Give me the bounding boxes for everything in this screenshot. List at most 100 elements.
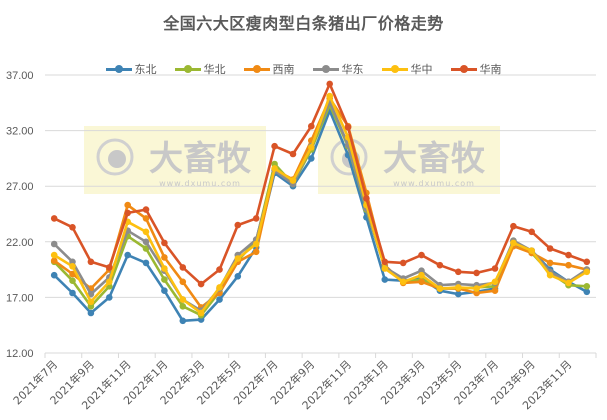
- data-point: [234, 221, 242, 229]
- data-point: [528, 228, 535, 236]
- data-point: [50, 240, 58, 248]
- legend-marker-icon: [312, 64, 339, 73]
- svg-text:大畜牧: 大畜牧: [383, 139, 486, 179]
- legend-item-华东[interactable]: 华东: [312, 61, 364, 77]
- data-point: [491, 265, 499, 272]
- data-point: [106, 278, 113, 286]
- data-point: [565, 251, 572, 259]
- legend-marker-icon: [174, 64, 201, 73]
- data-point: [87, 290, 95, 298]
- data-point: [546, 271, 554, 279]
- data-point: [381, 258, 389, 266]
- legend-label: 华南: [479, 63, 502, 76]
- data-point: [528, 247, 535, 254]
- data-point: [399, 259, 407, 267]
- data-point: [179, 278, 187, 286]
- data-point: [418, 271, 425, 279]
- data-point: [50, 215, 58, 222]
- legend-marker-icon: [105, 64, 132, 73]
- data-point: [179, 296, 187, 303]
- legend-marker-icon: [381, 64, 408, 73]
- data-point: [455, 268, 462, 276]
- data-point: [179, 264, 187, 271]
- data-point: [399, 278, 407, 286]
- data-point: [50, 257, 58, 265]
- legend-label: 东北: [134, 63, 157, 76]
- data-point: [363, 195, 370, 202]
- data-point: [142, 259, 150, 267]
- data-point: [106, 294, 113, 301]
- data-point: [161, 287, 168, 295]
- data-point: [583, 288, 591, 296]
- data-point: [436, 285, 444, 292]
- data-point: [491, 287, 499, 295]
- data-point: [87, 298, 95, 306]
- data-point: [418, 278, 425, 286]
- legend-label: 华中: [410, 63, 433, 76]
- data-point: [216, 284, 223, 291]
- data-point: [252, 240, 260, 248]
- y-tick-label: 12.00: [6, 348, 34, 360]
- data-point: [565, 279, 572, 287]
- y-tick-label: 32.00: [6, 126, 34, 138]
- data-point: [565, 261, 572, 269]
- data-point: [142, 245, 150, 252]
- data-point: [87, 258, 95, 266]
- data-point: [142, 206, 150, 213]
- data-point: [69, 224, 76, 231]
- data-point: [69, 263, 76, 270]
- data-point: [161, 254, 168, 261]
- data-point: [124, 251, 131, 259]
- y-tick-label: 22.00: [6, 237, 34, 249]
- data-point: [142, 228, 150, 236]
- svg-text:大畜牧: 大畜牧: [149, 139, 252, 179]
- series-华南: [50, 80, 591, 288]
- legend-item-西南[interactable]: 西南: [243, 61, 295, 77]
- data-point: [308, 122, 315, 130]
- data-point: [436, 261, 444, 269]
- data-point: [510, 239, 517, 247]
- data-point: [69, 277, 76, 285]
- legend-item-东北[interactable]: 东北: [105, 61, 157, 77]
- data-point: [308, 155, 315, 162]
- chart-title: 全国六大区瘦肉型白条猪出厂价格走势: [163, 14, 444, 33]
- data-point: [252, 215, 260, 222]
- data-point: [381, 276, 389, 283]
- series-东北: [50, 107, 591, 325]
- data-point: [583, 283, 591, 290]
- data-point: [142, 215, 150, 222]
- chart-legend: 东北 华北 西南 华东 华中 华南: [0, 61, 607, 77]
- legend-marker-icon: [243, 64, 270, 73]
- data-point: [344, 124, 352, 131]
- y-tick-label: 27.00: [6, 181, 34, 193]
- data-point: [106, 264, 113, 271]
- data-point: [289, 177, 297, 184]
- data-point: [69, 289, 76, 297]
- data-point: [179, 317, 187, 325]
- legend-item-华南[interactable]: 华南: [450, 61, 502, 77]
- data-point: [161, 265, 168, 272]
- data-point: [473, 285, 480, 292]
- data-point: [179, 303, 187, 310]
- svg-text:www.dxumu.com: www.dxumu.com: [393, 179, 475, 188]
- data-point: [326, 92, 334, 100]
- data-point: [142, 238, 150, 246]
- data-point: [252, 248, 260, 256]
- data-point: [583, 268, 591, 276]
- legend-item-华北[interactable]: 华北: [174, 61, 226, 77]
- data-point: [289, 150, 297, 158]
- data-point: [381, 265, 389, 272]
- data-point: [491, 278, 499, 286]
- data-point: [216, 296, 223, 303]
- data-point: [216, 266, 223, 273]
- data-point: [473, 269, 480, 277]
- legend-marker-icon: [450, 64, 477, 73]
- data-point: [308, 144, 315, 151]
- y-tick-label: 37.00: [6, 70, 34, 82]
- data-point: [234, 273, 242, 280]
- data-point: [50, 271, 58, 279]
- legend-item-华中[interactable]: 华中: [381, 61, 433, 77]
- svg-text:www.dxumu.com: www.dxumu.com: [159, 179, 241, 188]
- data-point: [455, 290, 462, 298]
